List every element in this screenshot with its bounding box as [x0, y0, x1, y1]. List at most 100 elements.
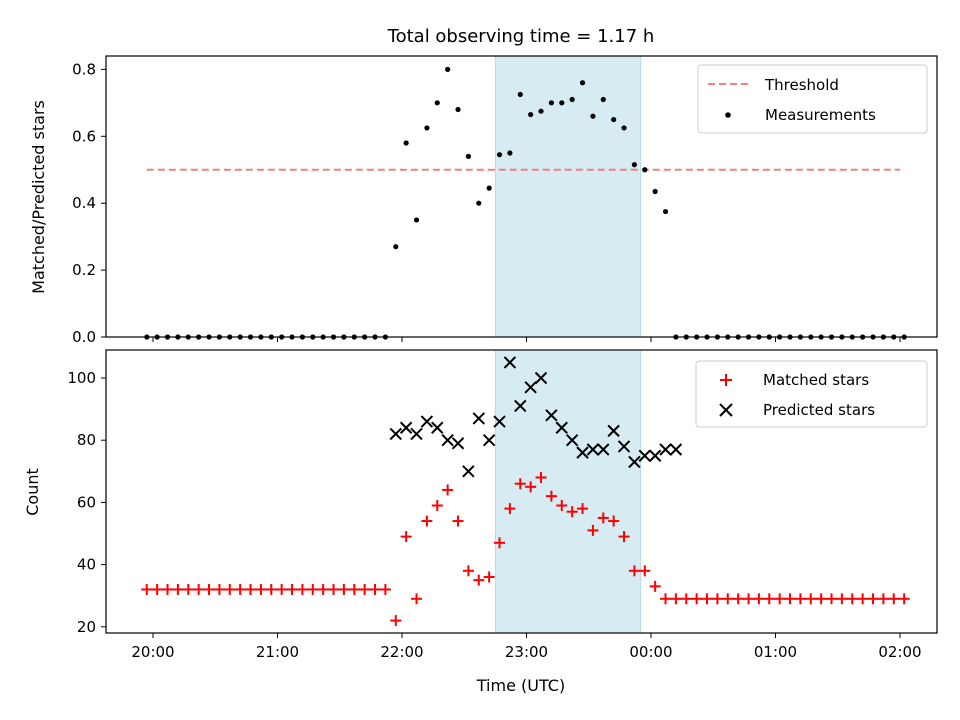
matched-star-point	[763, 593, 775, 605]
matched-star-point	[846, 593, 858, 605]
measurement-point	[590, 113, 596, 119]
matched-star-point	[535, 472, 547, 484]
measurement-point	[621, 125, 627, 131]
predicted-legend-label: Predicted stars	[763, 401, 875, 419]
predicted-star-point	[597, 443, 610, 456]
matched-star-point	[296, 583, 308, 595]
x-tick-label: 02:00	[878, 643, 921, 661]
measurement-point	[496, 152, 503, 158]
x-tick-label: 21:00	[256, 643, 299, 661]
measurement-point	[507, 150, 513, 156]
bottom-axes: 20:00 21:00 22:00 23:00 00:00 01:00 02:00 20 40 6…	[67, 369, 921, 661]
predicted-star-point	[399, 421, 413, 434]
matched-star-point	[815, 593, 827, 605]
measurement-point	[476, 200, 482, 206]
matched-star-point	[369, 583, 381, 595]
bottom-axes-frame	[105, 349, 938, 634]
matched-star-point	[162, 583, 174, 595]
matched-star-point	[317, 583, 329, 595]
predicted-star-point	[628, 455, 641, 469]
matched-star-point	[338, 583, 350, 595]
top-chart-title: Total observing time = 1.17 h	[387, 26, 655, 47]
predicted-star-point	[659, 443, 672, 456]
matched-star-point	[691, 593, 703, 605]
predicted-star-point	[565, 433, 579, 447]
predicted-star-point	[482, 433, 496, 447]
measurement-point	[434, 100, 440, 106]
matched-star-point	[784, 593, 796, 605]
y-tick-label: 40	[77, 556, 96, 574]
predicted-star-point	[420, 415, 434, 428]
matched-star-point	[213, 583, 225, 595]
matched-star-point	[566, 506, 578, 518]
matched-star-point	[286, 583, 298, 595]
measurement-point	[393, 244, 399, 250]
measurement-point	[486, 185, 492, 191]
matched-star-point	[141, 583, 153, 595]
x-tick-label: 00:00	[629, 643, 672, 661]
top-axes-frame	[105, 55, 938, 338]
matched-star-point	[379, 583, 391, 595]
matched-star-point	[711, 593, 723, 605]
matched-star-point	[774, 593, 786, 605]
measurement-point	[445, 66, 451, 72]
matched-star-point	[701, 593, 713, 605]
matched-star-point	[826, 593, 838, 605]
measurement-point	[600, 96, 606, 103]
predicted-star-point	[462, 465, 475, 478]
matched-star-point	[587, 524, 599, 536]
matched-legend-swatch	[720, 374, 732, 386]
matched-star-point	[545, 490, 557, 502]
matched-star-point	[276, 583, 288, 595]
measurement-point	[631, 162, 638, 168]
matched-star-point	[867, 593, 879, 605]
predicted-star-point	[638, 449, 651, 462]
measurement-point	[413, 217, 420, 223]
matched-star-point	[753, 593, 765, 605]
matched-star-point	[660, 593, 672, 605]
measurement-point	[517, 91, 523, 98]
y-tick-label: 0.8	[72, 60, 96, 78]
matched-star-point	[172, 583, 184, 595]
y-tick-label: 0.2	[72, 261, 96, 279]
matched-star-point	[452, 515, 464, 527]
measurement-point	[403, 140, 409, 146]
predicted-star-point	[441, 433, 454, 447]
measurement-point	[579, 80, 586, 86]
matched-star-point	[504, 503, 516, 515]
measurement-point	[528, 111, 534, 118]
matched-star-point	[328, 583, 340, 595]
y-tick-label: 0.0	[72, 328, 96, 346]
top-axes: 0.0 0.2 0.4 0.6 0.8	[72, 60, 901, 346]
matched-star-point	[193, 583, 205, 595]
predicted-star-point	[617, 440, 631, 453]
matched-star-point	[898, 593, 910, 605]
bottom-legend-box	[695, 360, 928, 428]
matched-star-point	[794, 593, 806, 605]
matched-star-point	[628, 565, 640, 577]
matched-star-point	[722, 593, 734, 605]
predicted-star-point	[586, 443, 600, 456]
matched-star-point	[597, 512, 609, 524]
matched-star-point	[805, 593, 817, 605]
matched-star-point	[462, 565, 474, 577]
x-tick-label: 22:00	[380, 643, 423, 661]
measurement-point	[424, 125, 430, 131]
predicted-star-point	[669, 443, 683, 456]
matched-star-point	[649, 580, 661, 592]
matched-star-point	[245, 583, 257, 595]
matched-star-point	[608, 515, 620, 527]
matched-star-point	[400, 531, 412, 543]
matched-star-point	[411, 593, 423, 605]
predicted-star-point	[545, 409, 558, 422]
matched-star-point	[525, 481, 537, 493]
matched-star-point	[639, 565, 651, 577]
matched-star-point	[680, 593, 692, 605]
predicted-star-point	[607, 424, 620, 438]
matched-star-point	[483, 571, 495, 583]
matched-star-point	[234, 583, 246, 595]
predicted-star-point	[524, 381, 537, 394]
matched-star-point	[348, 583, 360, 595]
top-shaded-region	[494, 55, 642, 338]
bottom-y-axis-label: Count	[23, 468, 42, 516]
